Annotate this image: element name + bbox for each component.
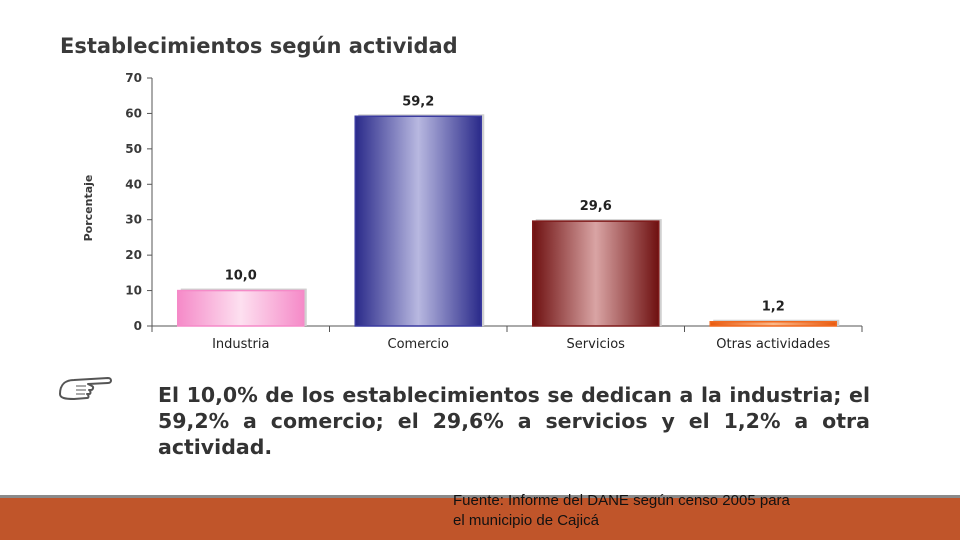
data-label: 59,2: [402, 94, 434, 109]
category-label: Servicios: [567, 337, 626, 352]
y-tick-label: 30: [125, 213, 142, 227]
y-tick-label: 50: [125, 142, 142, 156]
bar: [709, 320, 838, 327]
data-label: 10,0: [225, 269, 257, 284]
data-label: 29,6: [580, 199, 612, 214]
chart-title: Establecimientos según actividad: [60, 34, 458, 58]
y-tick-label: 70: [125, 71, 142, 85]
data-label: 1,2: [762, 300, 785, 315]
pointing-hand-icon: [59, 377, 112, 400]
bar: [354, 115, 483, 327]
category-label: Comercio: [388, 337, 450, 352]
footer-divider: [0, 495, 960, 498]
bar: [531, 220, 660, 327]
y-axis: 0 10 20 30 40 50 60 70: [125, 71, 153, 333]
y-tick-label: 0: [134, 319, 142, 333]
bars: 10,0 59,2 29,6 1,2: [176, 94, 840, 327]
summary-text: El 10,0% de los establecimientos se dedi…: [158, 383, 870, 459]
y-tick-label: 60: [125, 106, 142, 120]
bar: [176, 289, 305, 327]
source-note-line2: el municipio de Cajicá: [453, 512, 599, 529]
category-label: Otras actividades: [716, 337, 830, 352]
y-tick-label: 10: [125, 284, 142, 298]
bar-chart: 0 10 20 30 40 50 60 70 Industria Comercio Servici…: [82, 71, 863, 352]
source-note-line1: Fuente: Informe del DANE según censo 200…: [453, 492, 790, 509]
source-note: Fuente: Informe del DANE según censo 200…: [453, 491, 893, 531]
category-label: Industria: [212, 337, 269, 352]
x-axis: Industria Comercio Servicios Otras activida…: [151, 325, 863, 352]
y-tick-label: 40: [125, 177, 142, 191]
footer-bar: [0, 498, 960, 540]
y-axis-title: Porcentaje: [82, 175, 95, 242]
y-tick-label: 20: [125, 248, 142, 262]
